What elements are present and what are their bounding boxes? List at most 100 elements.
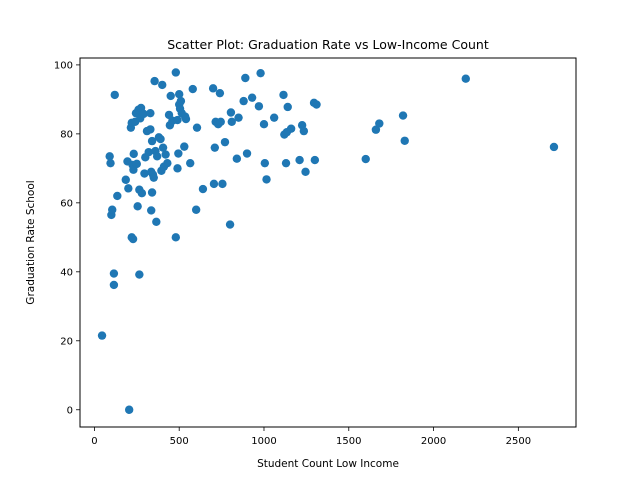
data-point bbox=[192, 123, 202, 132]
data-point bbox=[260, 158, 270, 168]
data-point bbox=[186, 158, 195, 168]
data-point bbox=[210, 143, 220, 152]
data-point bbox=[262, 175, 271, 184]
y-tick-label: 0 bbox=[67, 405, 73, 416]
data-point bbox=[232, 154, 242, 163]
data-point bbox=[108, 205, 117, 214]
data-point bbox=[242, 149, 252, 158]
y-tick-label: 80 bbox=[60, 129, 73, 140]
data-point bbox=[269, 113, 279, 122]
data-point bbox=[180, 142, 189, 151]
data-point bbox=[149, 173, 158, 182]
data-point bbox=[295, 155, 304, 165]
x-tick-label: 1500 bbox=[336, 436, 361, 447]
data-point bbox=[281, 158, 291, 168]
data-point bbox=[139, 109, 148, 119]
x-tick-label: 2000 bbox=[421, 436, 446, 447]
data-point bbox=[133, 202, 142, 211]
data-point bbox=[128, 234, 138, 244]
data-point bbox=[225, 220, 235, 229]
x-tick-label: 2500 bbox=[506, 436, 531, 447]
data-point bbox=[175, 90, 184, 99]
data-point bbox=[152, 217, 161, 227]
data-point bbox=[132, 159, 142, 169]
x-tick-label: 0 bbox=[91, 436, 97, 447]
data-point bbox=[209, 179, 219, 189]
data-point bbox=[239, 96, 248, 106]
x-axis-ticks: 0 500 1000 1500 2000 2500 bbox=[91, 427, 531, 447]
data-point bbox=[147, 206, 156, 215]
data-point bbox=[147, 188, 157, 197]
data-point bbox=[144, 147, 153, 157]
data-point bbox=[279, 90, 288, 100]
data-point bbox=[113, 191, 122, 201]
data-point bbox=[191, 205, 201, 214]
data-point bbox=[158, 80, 167, 90]
data-point bbox=[220, 137, 230, 147]
data-point bbox=[156, 134, 165, 144]
x-axis-label: Student Count Low Income bbox=[257, 458, 399, 470]
data-point bbox=[286, 124, 296, 133]
data-point bbox=[361, 154, 370, 164]
data-point bbox=[140, 169, 149, 178]
y-tick-label: 40 bbox=[60, 267, 73, 278]
y-tick-label: 60 bbox=[60, 198, 73, 209]
data-point bbox=[150, 76, 159, 86]
data-point bbox=[124, 184, 133, 193]
data-point bbox=[171, 233, 181, 242]
data-points bbox=[97, 68, 559, 414]
data-point bbox=[218, 179, 227, 189]
data-point bbox=[158, 143, 168, 152]
data-point bbox=[247, 93, 257, 102]
data-point bbox=[461, 74, 470, 83]
data-point bbox=[174, 149, 183, 158]
data-point bbox=[105, 152, 114, 161]
data-point bbox=[109, 280, 119, 290]
data-point bbox=[109, 269, 119, 278]
data-point bbox=[312, 100, 321, 109]
data-point bbox=[215, 88, 225, 98]
data-point bbox=[227, 117, 236, 127]
x-tick-label: 1000 bbox=[251, 436, 276, 447]
data-point bbox=[146, 108, 155, 118]
plot-frame bbox=[79, 57, 577, 428]
data-point bbox=[254, 102, 264, 111]
y-tick-label: 100 bbox=[54, 60, 73, 71]
data-point bbox=[375, 119, 384, 128]
data-point bbox=[310, 155, 320, 165]
data-point bbox=[299, 126, 309, 136]
data-point bbox=[173, 164, 182, 173]
data-point bbox=[398, 111, 408, 120]
data-point bbox=[163, 158, 172, 168]
data-point bbox=[146, 125, 155, 134]
data-point bbox=[216, 117, 225, 127]
data-point bbox=[226, 108, 236, 117]
y-tick-label: 20 bbox=[60, 336, 73, 347]
data-point bbox=[135, 270, 144, 279]
data-point bbox=[137, 188, 147, 198]
data-point bbox=[208, 84, 218, 93]
data-point bbox=[283, 102, 292, 112]
data-point bbox=[259, 120, 269, 129]
x-tick-label: 500 bbox=[170, 436, 189, 447]
y-axis-label: Graduation Rate School bbox=[25, 180, 37, 304]
data-point bbox=[161, 150, 170, 159]
data-point bbox=[371, 125, 381, 134]
data-point bbox=[241, 73, 250, 83]
data-point bbox=[549, 142, 559, 152]
data-point bbox=[234, 113, 243, 122]
data-point bbox=[256, 68, 265, 78]
data-point bbox=[181, 114, 191, 124]
data-point bbox=[121, 175, 130, 184]
data-point bbox=[152, 152, 162, 161]
y-axis-ticks: 0 20 40 60 80 100 bbox=[54, 60, 80, 416]
data-point bbox=[124, 405, 134, 414]
data-point bbox=[198, 184, 208, 194]
data-point bbox=[400, 136, 409, 145]
data-point bbox=[301, 167, 310, 176]
data-point bbox=[166, 91, 175, 101]
data-point bbox=[171, 68, 181, 77]
data-point bbox=[188, 84, 197, 94]
